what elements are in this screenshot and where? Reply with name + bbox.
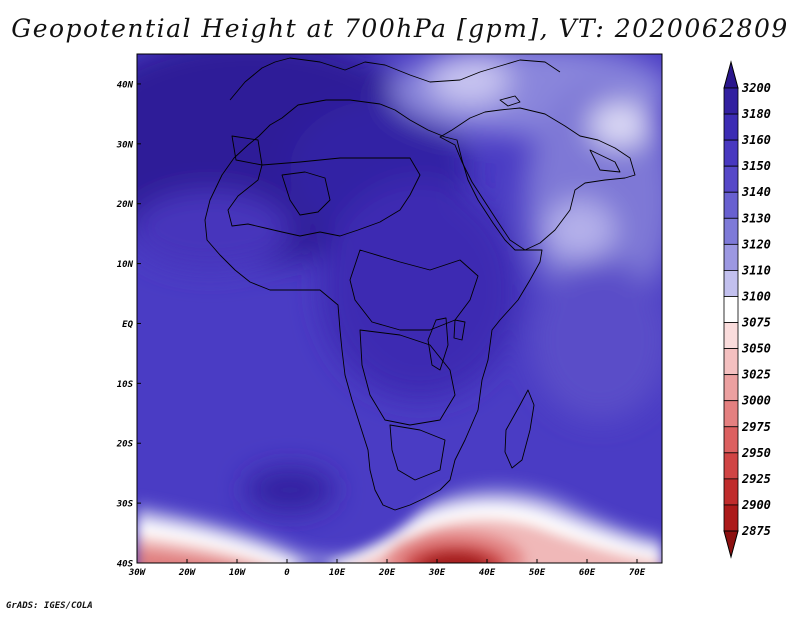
height-field (137, 54, 662, 563)
colorbar-segment (723, 374, 739, 402)
map-title: Geopotential Height at 700hPa [gpm], VT:… (11, 14, 789, 43)
colorbar: 3200 3180 3160 3150 3140 3130 3120 3110 3100 3075… (723, 60, 771, 559)
colorbar-level-label: 3100 (741, 289, 771, 303)
lat-tick-label: 30N (116, 140, 134, 150)
lon-tick-label: 20W (178, 568, 197, 578)
colorbar-segment (723, 296, 739, 323)
colorbar-level-label: 3110 (741, 263, 771, 277)
colorbar-segment (723, 400, 739, 428)
lon-tick-label: 20E (378, 568, 396, 578)
colorbar-segment (723, 139, 739, 167)
colorbar-segment (723, 504, 739, 532)
colorbar-segment (723, 165, 739, 193)
grads-credit: GrADS: IGES/COLA (6, 601, 93, 611)
colorbar-bottom-arrow (723, 530, 739, 559)
lon-tick-label: 50E (529, 568, 546, 578)
colorbar-segment (723, 426, 739, 454)
lon-tick-label: 70E (629, 568, 646, 578)
lon-tick-label: 40E (479, 568, 496, 578)
lon-tick-label: 30W (128, 568, 147, 578)
lon-tick-label: 60E (579, 568, 596, 578)
longitude-axis: 30W 20W 10W 0 10E 20E 30E 40E 50E 60E 70E (128, 559, 646, 578)
colorbar-level-label: 3140 (741, 185, 771, 199)
lat-tick-label: 10N (117, 260, 134, 270)
colorbar-segment (723, 452, 739, 480)
colorbar-top-arrow (723, 60, 739, 89)
lon-tick-label: 30E (428, 568, 446, 578)
colorbar-segment (723, 191, 739, 219)
lat-tick-label: EQ (122, 320, 133, 330)
colorbar-segment (723, 478, 739, 506)
lat-tick-label: 20N (116, 200, 134, 210)
lat-tick-label: 20S (116, 440, 134, 450)
colorbar-segment (723, 270, 739, 297)
colorbar-level-label: 3075 (741, 316, 771, 330)
colorbar-level-label: 3160 (741, 133, 771, 147)
colorbar-level-label: 3025 (741, 368, 771, 382)
colorbar-segment (723, 87, 739, 115)
lat-tick-label: 30S (116, 500, 134, 510)
colorbar-level-label: 2975 (741, 420, 771, 434)
latitude-axis: 40N 30N 20N 10N EQ 10S 20S 30S 40S (116, 80, 141, 570)
colorbar-level-label: 3200 (741, 81, 771, 95)
plot-frame (136, 53, 663, 564)
colorbar-level-label: 2875 (741, 524, 771, 538)
colorbar-level-label: 2950 (741, 446, 771, 460)
colorbar-level-label: 3000 (741, 394, 771, 408)
colorbar-level-label: 2925 (741, 472, 771, 486)
colorbar-level-label: 3120 (741, 237, 771, 251)
lon-tick-label: 10W (229, 568, 247, 578)
lat-tick-label: 40N (117, 80, 134, 90)
colorbar-level-label: 3130 (741, 211, 771, 225)
lat-tick-label: 40S (117, 560, 134, 570)
coastlines (204, 57, 636, 511)
colorbar-level-label: 2900 (741, 498, 771, 512)
colorbar-level-label: 3050 (741, 342, 771, 356)
colorbar-segment (723, 217, 739, 245)
lon-tick-label: 0 (284, 568, 290, 578)
colorbar-segment (723, 322, 739, 349)
colorbar-level-label: 3180 (741, 107, 771, 121)
colorbar-level-label: 3150 (741, 159, 771, 173)
colorbar-segment (723, 348, 739, 376)
lat-tick-label: 10S (117, 380, 134, 390)
colorbar-segment (723, 243, 739, 271)
colorbar-segment (723, 113, 739, 141)
lon-tick-label: 10E (329, 568, 346, 578)
